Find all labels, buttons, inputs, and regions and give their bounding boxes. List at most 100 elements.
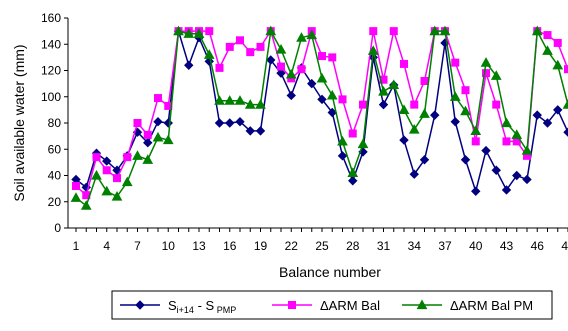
series-1-point bbox=[378, 99, 389, 110]
legend-marker-2 bbox=[288, 301, 296, 309]
series-2-point bbox=[246, 48, 255, 57]
series-1-point bbox=[235, 116, 245, 127]
x-tick-label: 37 bbox=[438, 239, 452, 253]
series-3-point bbox=[388, 79, 400, 90]
series-2-point bbox=[72, 182, 80, 190]
legend-entry-3: ΔARM Bal PM bbox=[450, 298, 533, 313]
series-1-point bbox=[266, 55, 276, 65]
series-1-point bbox=[450, 116, 460, 127]
series-3-point bbox=[183, 28, 195, 38]
x-tick-label: 25 bbox=[315, 239, 329, 253]
series-2-point bbox=[328, 53, 337, 62]
y-tick-label: 120 bbox=[41, 64, 61, 78]
series-3-point bbox=[142, 154, 154, 164]
series-3-point bbox=[316, 72, 328, 83]
series-3-point bbox=[173, 25, 184, 36]
series-2-point bbox=[102, 166, 111, 175]
series-1-point bbox=[225, 118, 235, 128]
series-2-point bbox=[113, 174, 121, 183]
series-3-point bbox=[347, 167, 359, 177]
y-tick-label: 40 bbox=[48, 169, 62, 183]
series-2-point bbox=[318, 52, 326, 61]
series-3-point bbox=[224, 95, 236, 105]
x-tick-label: 34 bbox=[408, 239, 422, 253]
series-3-point bbox=[91, 169, 102, 180]
series-1-point bbox=[532, 110, 542, 120]
series-3-point bbox=[460, 105, 471, 116]
series-3-point bbox=[203, 49, 215, 59]
series-2-point bbox=[400, 59, 408, 68]
series-3-point bbox=[429, 25, 441, 36]
series-2-point bbox=[348, 129, 357, 138]
series-2-point bbox=[410, 100, 419, 109]
series-2-point bbox=[451, 58, 460, 67]
series-2-point bbox=[154, 94, 162, 103]
series-2-point bbox=[502, 137, 511, 146]
series-3-point bbox=[162, 134, 174, 145]
series-1-point bbox=[419, 155, 430, 165]
series-3-point bbox=[542, 45, 553, 55]
series-3-point bbox=[531, 25, 543, 36]
series-1-point bbox=[399, 135, 409, 145]
series-1-point bbox=[153, 116, 163, 127]
series-3-point bbox=[521, 145, 533, 155]
series-2-point bbox=[471, 137, 480, 146]
series-3-point bbox=[337, 135, 348, 146]
series-2-point bbox=[143, 130, 152, 139]
series-3-point bbox=[326, 89, 338, 100]
series-1-point bbox=[491, 165, 501, 175]
legend-box bbox=[111, 290, 553, 320]
series-3-point bbox=[501, 117, 512, 128]
y-axis-label: Soil available water (mm) bbox=[11, 44, 27, 201]
series-1-point bbox=[214, 118, 225, 128]
x-axis-label: Balance number bbox=[279, 264, 381, 280]
series-3-point bbox=[214, 95, 225, 105]
series-2-point bbox=[482, 69, 490, 78]
series-3-point bbox=[562, 99, 568, 109]
series-1-point bbox=[542, 118, 553, 128]
series-3-point bbox=[152, 131, 164, 142]
x-tick-label: 1 bbox=[73, 239, 80, 253]
series-1-point bbox=[163, 118, 173, 128]
series-2-point bbox=[236, 36, 244, 45]
series-3-point bbox=[275, 43, 287, 54]
series-3-point bbox=[306, 29, 318, 40]
series-2-point bbox=[123, 153, 132, 162]
x-tick-label: 31 bbox=[377, 239, 391, 253]
series-1-point bbox=[245, 126, 255, 136]
series-2-point bbox=[461, 86, 470, 95]
series-3-point bbox=[244, 99, 256, 109]
series-1-point bbox=[512, 170, 522, 181]
x-tick-label: 43 bbox=[500, 239, 514, 253]
x-tick-label: 4 bbox=[103, 239, 110, 253]
series-3-point bbox=[449, 91, 461, 101]
series-3-point bbox=[552, 59, 564, 70]
x-tick-label: 46 bbox=[531, 239, 545, 253]
series-3-point bbox=[378, 85, 389, 96]
series-3-point bbox=[265, 25, 277, 36]
series-3-point bbox=[101, 185, 113, 196]
x-tick-label: 7 bbox=[134, 239, 141, 253]
series-1-point bbox=[327, 107, 337, 118]
series-1-point bbox=[348, 176, 358, 186]
legend-marker-1 bbox=[135, 300, 145, 310]
series-3-point bbox=[132, 150, 143, 160]
series-2-point bbox=[420, 77, 429, 85]
series-3-point bbox=[80, 200, 92, 210]
x-tick-label: 22 bbox=[285, 239, 299, 253]
series-1-point bbox=[430, 110, 440, 120]
legend-entry-2: ΔARM Bal bbox=[320, 298, 380, 313]
y-tick-label: 0 bbox=[54, 221, 61, 235]
legend-entry-1: Si+14 - S PMP bbox=[168, 298, 236, 315]
series-3-point bbox=[511, 129, 523, 139]
x-tick-label: 40 bbox=[469, 239, 483, 253]
x-tick-label: 28 bbox=[346, 239, 360, 253]
series-3-point bbox=[367, 45, 379, 55]
series-3-point bbox=[234, 95, 246, 105]
y-tick-label: 60 bbox=[48, 142, 62, 156]
series-1-point bbox=[553, 105, 563, 115]
series-1-point bbox=[255, 126, 266, 136]
series-2-point bbox=[389, 27, 398, 36]
